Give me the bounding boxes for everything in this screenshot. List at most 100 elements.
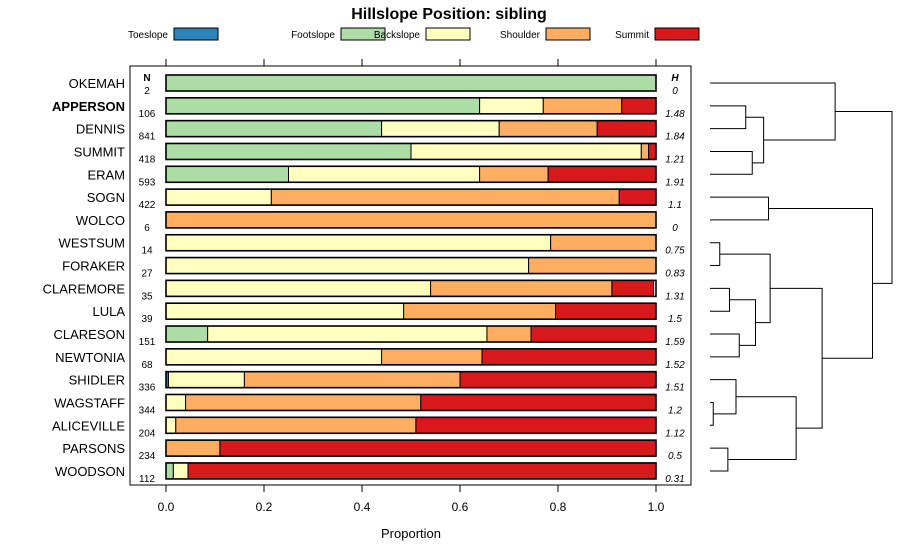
bar-segment-woodson-summit xyxy=(187,462,657,480)
bar-segment-clareson-footslope xyxy=(165,325,209,343)
row-label-wagstaff: WAGSTAFF xyxy=(54,395,125,410)
bar-segment-clareson-summit xyxy=(530,325,657,343)
h-value-wagstaff: 1.2 xyxy=(668,405,682,416)
dendrogram-link-1 xyxy=(710,150,753,175)
dendrogram-link-12 xyxy=(710,447,729,472)
x-tick-label-3: 0.6 xyxy=(452,500,469,514)
bar-outline-sogn xyxy=(165,188,657,206)
legend-swatch-shoulder xyxy=(545,27,591,41)
bar-segment-lula-shoulder xyxy=(403,302,557,320)
n-value-newtonia: 68 xyxy=(141,360,153,371)
bar-segment-claremore-shoulder xyxy=(430,279,613,297)
n-value-aliceville: 204 xyxy=(139,428,156,439)
bar-segment-aliceville-shoulder xyxy=(175,416,417,434)
bar-outline-parsons xyxy=(165,439,657,457)
bar-segment-wagstaff-summit xyxy=(420,393,657,411)
bar-segment-sogn-shoulder xyxy=(270,188,620,206)
n-value-foraker: 27 xyxy=(141,269,153,280)
x-tick-label-4: 0.8 xyxy=(550,500,567,514)
bar-segment-summit-footslope xyxy=(165,142,412,160)
bar-segment-shidler-shoulder xyxy=(243,371,461,389)
bar-segment-newtonia-summit xyxy=(481,348,657,366)
bar-outline-dennis xyxy=(165,119,657,138)
bar-rows: OKEMAH 2 0 APPERSON 106 1.48 DENNIS 841 1.84 SUMM… xyxy=(43,74,685,485)
bar-segment-wagstaff-shoulder xyxy=(185,393,422,411)
h-value-okemah: 0 xyxy=(672,86,678,97)
row-label-foraker: FORAKER xyxy=(62,259,125,274)
n-value-wolco: 6 xyxy=(144,223,150,234)
bar-segment-lula-summit xyxy=(555,302,657,320)
h-value-foraker: 0.83 xyxy=(665,269,685,280)
n-value-parsons: 234 xyxy=(139,451,156,462)
bar-segment-foraker-backslope xyxy=(165,257,530,275)
row-label-wolco: WOLCO xyxy=(76,213,125,228)
row-label-newtonia: NEWTONIA xyxy=(55,350,125,365)
h-value-sogn: 1.1 xyxy=(668,200,682,211)
row-label-aliceville: ALICEVILLE xyxy=(52,418,125,433)
legend-label-toeslope: Toeslope xyxy=(128,30,168,41)
bar-segment-aliceville-summit xyxy=(415,416,657,434)
row-label-westsum: WESTSUM xyxy=(59,236,125,251)
n-value-claremore: 35 xyxy=(141,291,153,302)
bar-outline-aliceville xyxy=(165,416,657,435)
bar-segment-eram-summit xyxy=(547,165,657,183)
bar-outline-claremore xyxy=(165,279,657,298)
h-value-woodson: 0.31 xyxy=(665,474,684,485)
bar-outline-newtonia xyxy=(165,348,657,366)
bar-segment-eram-footslope xyxy=(165,165,289,183)
n-value-apperson: 106 xyxy=(139,109,156,120)
bar-segment-apperson-summit xyxy=(621,97,657,115)
bar-outline-summit xyxy=(165,142,657,161)
n-value-shidler: 336 xyxy=(139,383,156,394)
dendrogram-link-10 xyxy=(710,401,714,426)
legend-label-summit: Summit xyxy=(615,30,649,41)
bar-outline-wagstaff xyxy=(165,393,657,412)
legend-swatch-backslope xyxy=(425,27,471,41)
h-value-eram: 1.91 xyxy=(665,177,684,188)
bar-segment-summit-backslope xyxy=(410,142,642,160)
n-value-woodson: 112 xyxy=(139,474,155,485)
bar-segment-wagstaff-backslope xyxy=(165,393,187,411)
bar-segment-claremore-backslope xyxy=(165,279,432,297)
x-tick-label-5: 1.0 xyxy=(648,500,665,514)
chart-title: Hillslope Position: sibling xyxy=(351,6,547,23)
bar-segment-apperson-backslope xyxy=(479,97,544,115)
row-label-clareson: CLARESON xyxy=(53,327,125,342)
h-value-dennis: 1.84 xyxy=(665,132,685,143)
row-label-lula: LULA xyxy=(92,304,125,319)
dendrogram-link-0 xyxy=(710,105,747,130)
h-column-header: H xyxy=(671,73,679,84)
row-label-summit: SUMMIT xyxy=(74,144,125,159)
bar-segment-dennis-shoulder xyxy=(498,120,598,138)
dendrogram-link-13 xyxy=(727,396,797,461)
bar-outline-lula xyxy=(165,302,657,321)
x-tick-label-1: 0.2 xyxy=(256,500,273,514)
dendrogram-link-4 xyxy=(710,196,769,221)
h-value-westsum: 0.75 xyxy=(665,246,685,257)
bar-outline-okemah xyxy=(165,74,657,92)
h-value-claremore: 1.31 xyxy=(665,291,684,302)
bar-segment-clareson-shoulder xyxy=(486,325,532,343)
legend-label-backslope: Backslope xyxy=(374,30,421,41)
bar-segment-dennis-backslope xyxy=(381,120,500,138)
dendrogram-link-7 xyxy=(710,333,740,358)
h-value-lula: 1.5 xyxy=(668,314,682,325)
h-value-apperson: 1.48 xyxy=(665,109,685,120)
x-axis-title: Proportion xyxy=(381,526,441,541)
bar-segment-wolco-shoulder xyxy=(165,211,657,229)
bar-segment-shidler-backslope xyxy=(167,371,245,389)
bar-outline-wolco xyxy=(165,211,657,229)
row-label-eram: ERAM xyxy=(87,167,125,182)
dendrogram-link-11 xyxy=(710,379,737,415)
dendrogram xyxy=(710,82,893,472)
legend-label-shoulder: Shoulder xyxy=(500,30,541,41)
row-label-apperson: APPERSON xyxy=(52,99,125,114)
dendrogram-link-8 xyxy=(729,299,756,346)
bar-segment-okemah-footslope xyxy=(165,74,657,92)
bar-outline-westsum xyxy=(165,233,657,252)
h-value-parsons: 0.5 xyxy=(668,451,682,462)
row-label-okemah: OKEMAH xyxy=(69,76,125,91)
n-value-wagstaff: 344 xyxy=(139,405,156,416)
bar-segment-dennis-summit xyxy=(596,120,657,138)
